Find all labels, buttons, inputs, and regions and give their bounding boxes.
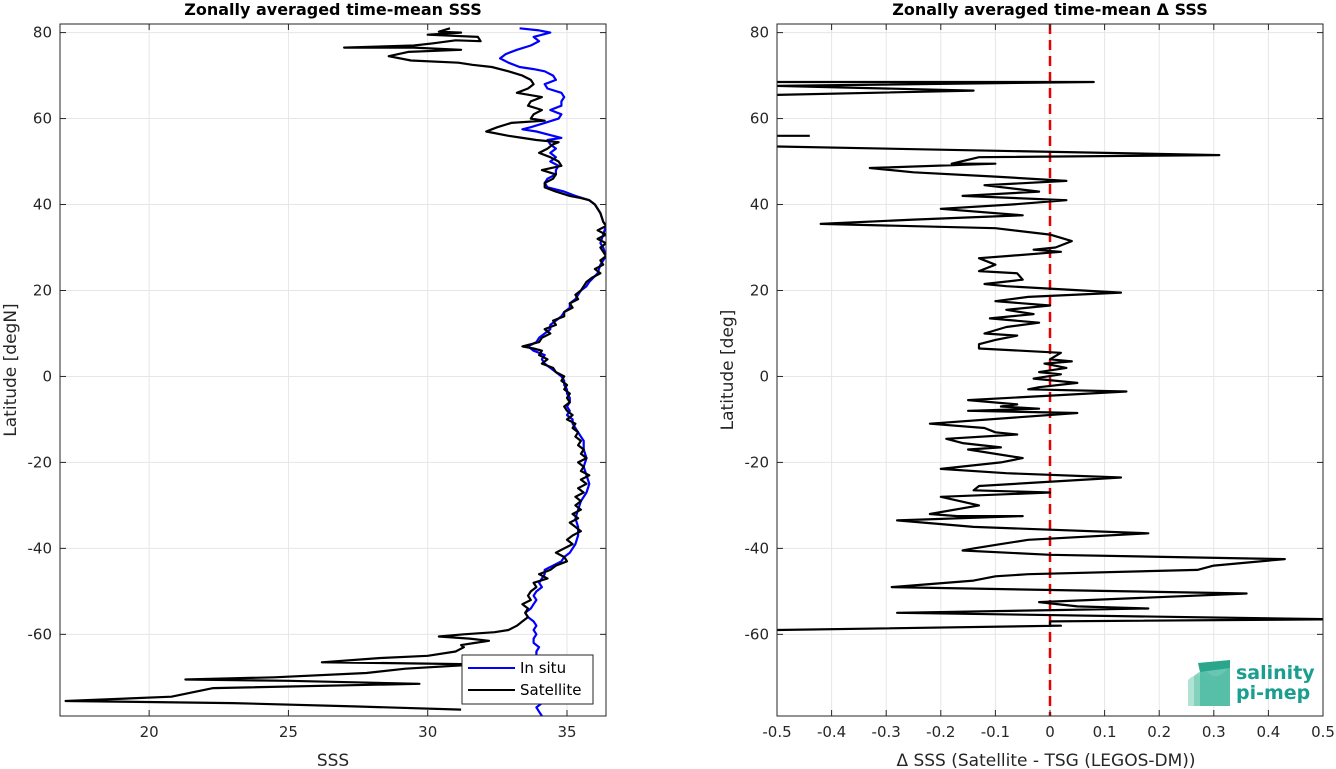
delta-x-tick-label: -0.1 [981,723,1010,741]
delta-y-tick-label: 0 [759,367,769,385]
delta-x-tick-label: 0.4 [1256,723,1280,741]
delta-y-tick-label: 20 [750,281,769,299]
delta-delta-series-line [777,80,1095,96]
sss-y-tick-label: -40 [28,539,53,557]
sss-x-tick-label: 25 [279,723,298,741]
sss-plot-area [60,24,606,716]
delta-y-tick-label: -60 [745,625,770,643]
delta-x-tick-label: 0 [1045,723,1055,741]
delta-sss-chart: -0.5 -0.4 -0.3 -0.2 -0.1 0 0.1 0.2 0.3 0.4 0.5 -60 -… [718,0,1335,769]
sss-legend: In situ Satellite [461,654,594,705]
delta-y-tick-label: -20 [745,453,770,471]
legend-satellite-label: Satellite [520,681,581,699]
delta-x-tick-label: -0.4 [817,723,846,741]
delta-x-axis-label: Δ SSS (Satellite - TSG (LEGOS-DM)) [896,751,1195,769]
delta-chart-title: Zonally averaged time-mean Δ SSS [892,0,1208,19]
delta-x-tick-label: 0.5 [1311,723,1335,741]
delta-x-tick-label: -0.2 [926,723,955,741]
sss-y-tick-label: -20 [28,453,53,471]
legend-box [461,654,594,705]
sss-chart-title: Zonally averaged time-mean SSS [184,0,482,19]
sss-chart: 20 25 30 35 -60 -40 -20 0 20 40 60 80 Zonally avera… [1,0,607,769]
logo-text-pi-mep: pi-mep [1236,682,1310,704]
sss-satellite-series-line [64,27,606,711]
delta-y-tick-label: 80 [750,24,769,42]
sss-x-tick-label: 30 [418,723,437,741]
sss-y-tick-label: 40 [33,196,52,214]
delta-delta-series-line [777,145,1323,632]
sss-x-tick-label: 35 [557,723,576,741]
delta-x-tick-label: 0.3 [1202,723,1226,741]
sss-y-axis-label: Latitude [degN] [1,303,21,436]
sss-x-tick-label: 20 [140,723,159,741]
sss-y-tick-label: 20 [33,281,52,299]
sss-plot-frame [59,23,607,717]
sss-y-tick-label: 60 [33,110,52,128]
legend-in-situ-label: In situ [520,659,566,677]
delta-x-tick-label: -0.5 [762,723,791,741]
sss-y-tick-label: 0 [42,367,52,385]
sss-x-axis-label: SSS [317,751,349,769]
logo-text-salinity: salinity [1236,662,1315,684]
delta-x-tick-label: 0.2 [1147,723,1171,741]
delta-y-tick-label: 40 [750,196,769,214]
salinity-pi-mep-logo: salinity pi-mep [1188,660,1315,706]
sss-y-tick-label: -60 [28,625,53,643]
delta-y-tick-label: -40 [745,539,770,557]
logo-wave-icon [1188,660,1230,706]
delta-x-tick-label: -0.3 [872,723,901,741]
delta-y-axis-label: Latitude [deg] [718,310,738,431]
delta-y-tick-label: 60 [750,110,769,128]
sss-y-tick-label: 80 [33,24,52,42]
delta-x-tick-label: 0.1 [1093,723,1117,741]
